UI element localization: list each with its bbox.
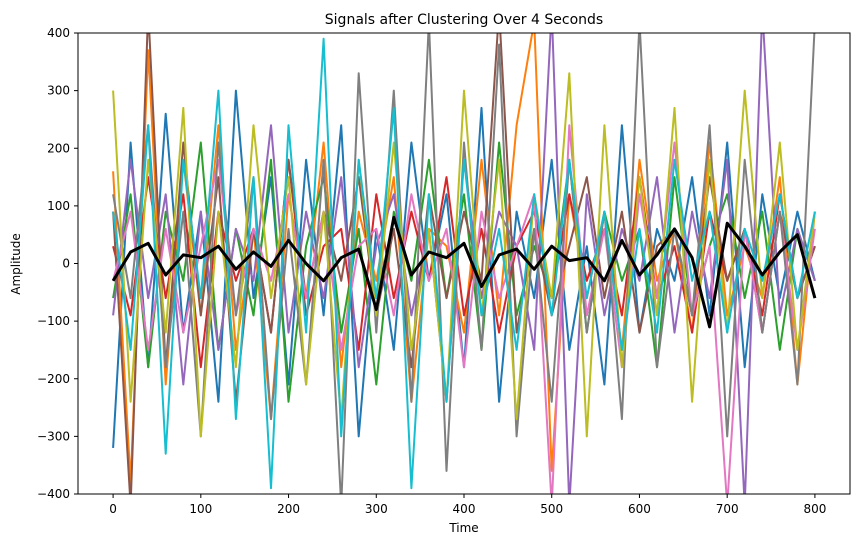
- y-tick-label: 100: [47, 199, 70, 213]
- series-line-9: [112, 37, 816, 490]
- x-tick-label: 100: [189, 502, 212, 516]
- x-tick-label: 500: [540, 502, 563, 516]
- y-tick-label: 200: [47, 141, 70, 155]
- x-tick-label: 300: [365, 502, 388, 516]
- x-tick-label: 700: [716, 502, 739, 516]
- x-tick-label: 200: [277, 502, 300, 516]
- y-tick-label: −100: [37, 314, 70, 328]
- y-tick-label: 400: [47, 26, 70, 40]
- series-line-7: [112, 33, 816, 494]
- x-tick-label: 800: [803, 502, 826, 516]
- chart-title: Signals after Clustering Over 4 Seconds: [325, 12, 603, 28]
- y-axis-label: Amplitude: [9, 233, 23, 295]
- y-tick-label: −400: [37, 487, 70, 501]
- x-tick-label: 600: [628, 502, 651, 516]
- y-tick-label: 0: [62, 257, 70, 271]
- series-line-3: [112, 158, 816, 369]
- x-tick-label: 400: [453, 502, 476, 516]
- x-axis-label: Time: [448, 521, 478, 535]
- series-line-10: [111, 215, 817, 329]
- axes-layer: 0 100 200 300 400 500 600 700 800 −400 −300 −200 −10…: [37, 26, 851, 516]
- series-layer: [111, 33, 817, 494]
- y-tick-label: 300: [47, 84, 70, 98]
- y-tick-label: −300: [37, 429, 70, 443]
- x-tick-label: 0: [109, 502, 117, 516]
- y-tick-label: −200: [37, 372, 70, 386]
